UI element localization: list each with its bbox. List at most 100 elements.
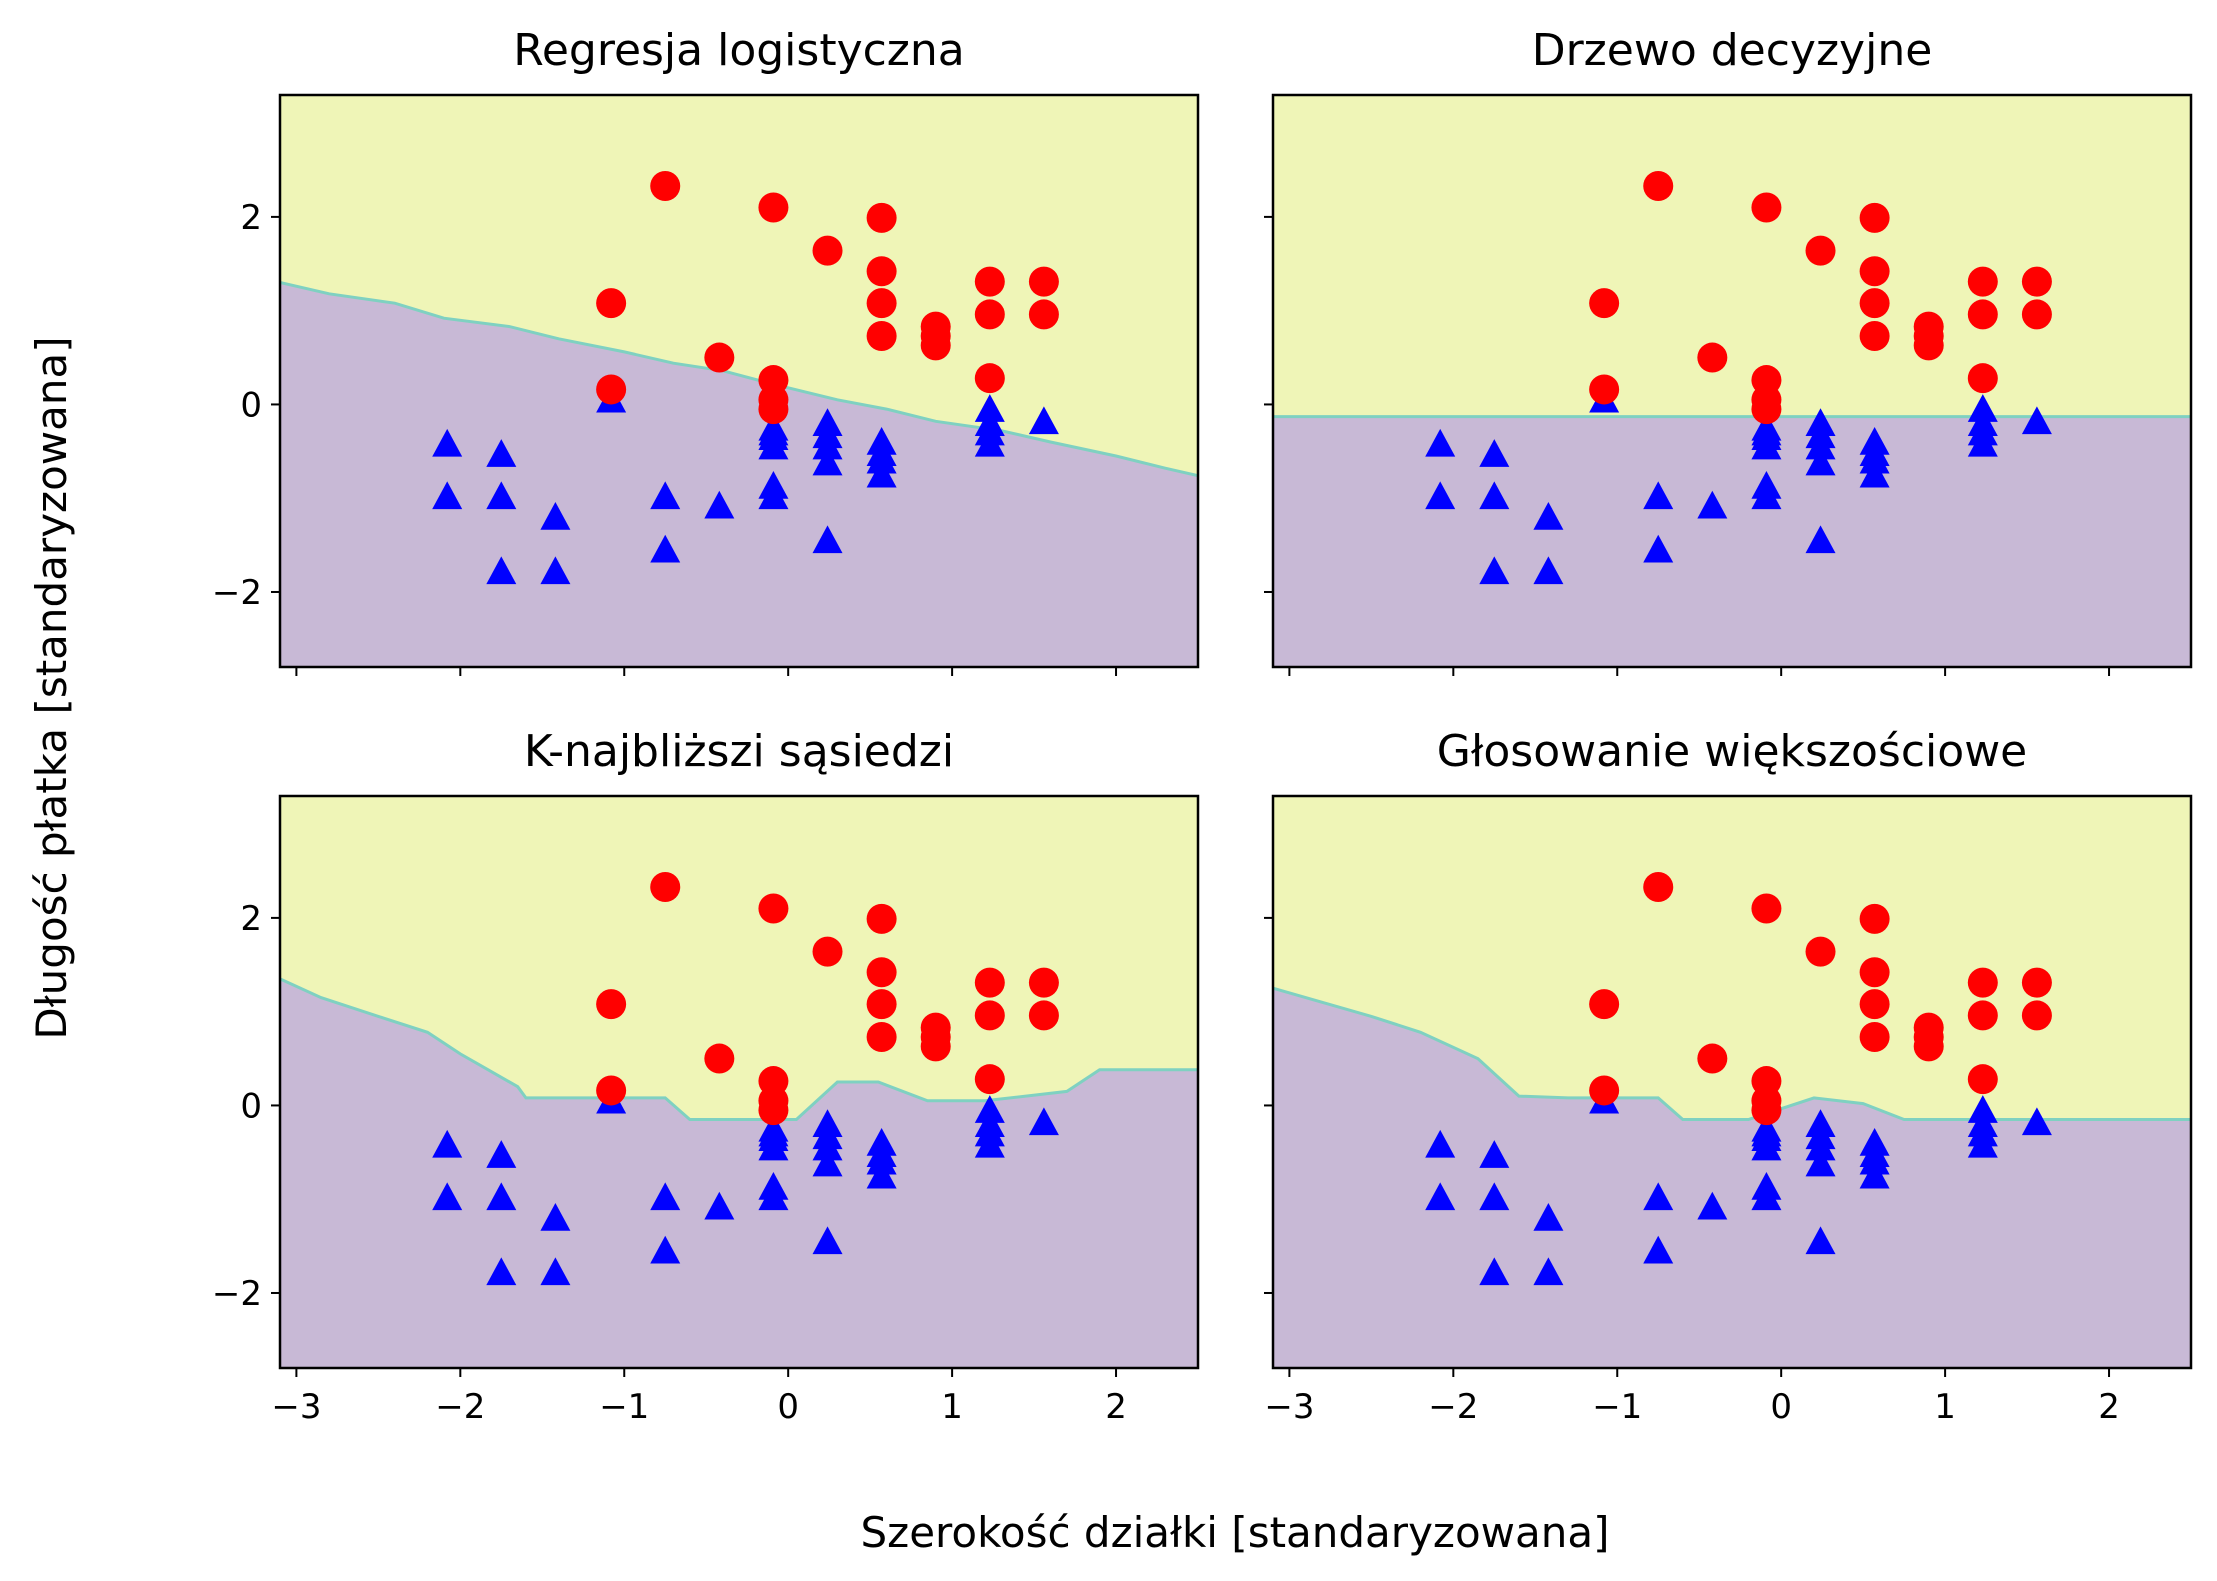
class0-point xyxy=(1805,431,1836,460)
axes-frame xyxy=(1271,93,2193,669)
class0-point xyxy=(866,1146,897,1175)
x-ticks xyxy=(295,667,1118,676)
class1-point xyxy=(704,342,735,373)
x-ticks: −3 −2 −1 0 1 2 xyxy=(271,1368,1127,1427)
y-ticks xyxy=(1264,215,1273,593)
class0-point xyxy=(1751,1118,1782,1147)
class1-point xyxy=(920,1031,951,1062)
decision-regions xyxy=(1273,95,2191,667)
boundary-line xyxy=(1273,986,2191,1121)
x-tick-label: 1 xyxy=(941,1387,963,1427)
y-tick-label: −2 xyxy=(212,573,262,613)
class0-point xyxy=(812,525,843,554)
class0-point xyxy=(1805,1226,1836,1255)
class1-point xyxy=(2021,1000,2052,1031)
class0-point xyxy=(432,481,463,510)
class0-point xyxy=(1967,428,1998,457)
class0-point xyxy=(2021,406,2052,435)
class0-point xyxy=(758,417,789,446)
y-tick-label: −2 xyxy=(212,1274,262,1314)
class1-point xyxy=(2021,967,2052,998)
class1-point xyxy=(1859,903,1890,934)
x-tick-label: −2 xyxy=(1428,1387,1478,1427)
class0-point xyxy=(1479,439,1510,467)
class1-point xyxy=(1589,1075,1620,1106)
class0-point xyxy=(1697,1191,1728,1220)
class1-point xyxy=(812,936,843,967)
class0-point xyxy=(486,1140,517,1168)
decision-regions xyxy=(280,796,1198,1368)
class0-point xyxy=(1805,1148,1836,1177)
class1-point xyxy=(1697,342,1728,373)
class0-point xyxy=(1425,1182,1456,1211)
class0-point xyxy=(432,1129,463,1158)
x-axis-label: Szerokość działki [standaryzowana] xyxy=(860,1508,1609,1557)
class1-point xyxy=(1589,374,1620,405)
class0-point xyxy=(1533,1257,1564,1286)
class1-point xyxy=(596,288,627,319)
class0-point xyxy=(1028,1107,1059,1136)
class0-point xyxy=(1643,1182,1674,1211)
class1-point xyxy=(866,202,897,233)
class0-point xyxy=(650,481,681,510)
class0-point xyxy=(1805,525,1836,554)
class1-points xyxy=(1589,871,2052,1126)
class0-point xyxy=(650,534,681,563)
y-ticks: −2 0 2 xyxy=(212,899,280,1314)
class1-point xyxy=(866,1021,897,1052)
class0-point xyxy=(540,556,571,585)
class0-point xyxy=(432,1182,463,1211)
class0-point xyxy=(1479,481,1510,510)
class1-point xyxy=(1805,235,1836,266)
region-class0 xyxy=(280,282,1198,667)
class1-point xyxy=(2021,299,2052,330)
class0-point xyxy=(974,1129,1005,1158)
class0-point xyxy=(866,1160,897,1189)
class0-point xyxy=(974,1095,1005,1123)
class0-points xyxy=(432,1085,1059,1286)
class1-point xyxy=(1805,936,1836,967)
class0-point xyxy=(1751,431,1782,460)
class1-point xyxy=(974,363,1005,394)
class1-point xyxy=(1028,1000,1059,1031)
class0-point xyxy=(1533,556,1564,585)
subplot-title: K-najbliższi sąsiedzi xyxy=(524,726,954,777)
class0-point xyxy=(1643,481,1674,510)
class1-point xyxy=(1028,266,1059,297)
class0-point xyxy=(1697,490,1728,519)
y-tick-label: 0 xyxy=(240,1086,262,1126)
class0-point xyxy=(1967,1129,1998,1158)
x-tick-label: −2 xyxy=(435,1387,485,1427)
class0-point xyxy=(540,1257,571,1286)
class0-point xyxy=(974,394,1005,422)
x-tick-label: −1 xyxy=(599,1387,649,1427)
class0-point xyxy=(1967,1095,1998,1123)
class0-point xyxy=(486,481,517,510)
y-ticks: −2 0 2 xyxy=(212,198,280,613)
y-tick-label: 2 xyxy=(240,198,262,238)
class1-point xyxy=(1859,202,1890,233)
class1-point xyxy=(2021,266,2052,297)
subplot-majority-voting: −3 −2 −1 0 1 2 Głosowanie większościowe xyxy=(1264,726,2193,1427)
class1-point xyxy=(866,957,897,988)
class1-point xyxy=(1859,256,1890,287)
class1-point xyxy=(596,374,627,405)
decision-regions xyxy=(280,95,1198,667)
subplot-k-nearest-neighbors: −3 −2 −1 0 1 2 −2 0 2 K-najbliższi sąsiedzi xyxy=(212,726,1200,1427)
class1-point xyxy=(974,299,1005,330)
y-axis-label: Długość płatka [standaryzowana] xyxy=(27,336,76,1039)
class1-point xyxy=(758,394,789,425)
class0-point xyxy=(540,501,571,530)
class1-point xyxy=(1967,363,1998,394)
class0-point xyxy=(650,1182,681,1211)
class1-point xyxy=(974,266,1005,297)
class1-point xyxy=(920,330,951,361)
class0-point xyxy=(486,1257,517,1286)
class0-point xyxy=(812,447,843,476)
class0-point xyxy=(1751,481,1782,510)
class0-point xyxy=(1643,1235,1674,1264)
class0-point xyxy=(2021,1107,2052,1136)
class1-point xyxy=(1859,288,1890,319)
subplot-title: Drzewo decyzyjne xyxy=(1532,25,1933,76)
class1-point xyxy=(1967,1000,1998,1031)
